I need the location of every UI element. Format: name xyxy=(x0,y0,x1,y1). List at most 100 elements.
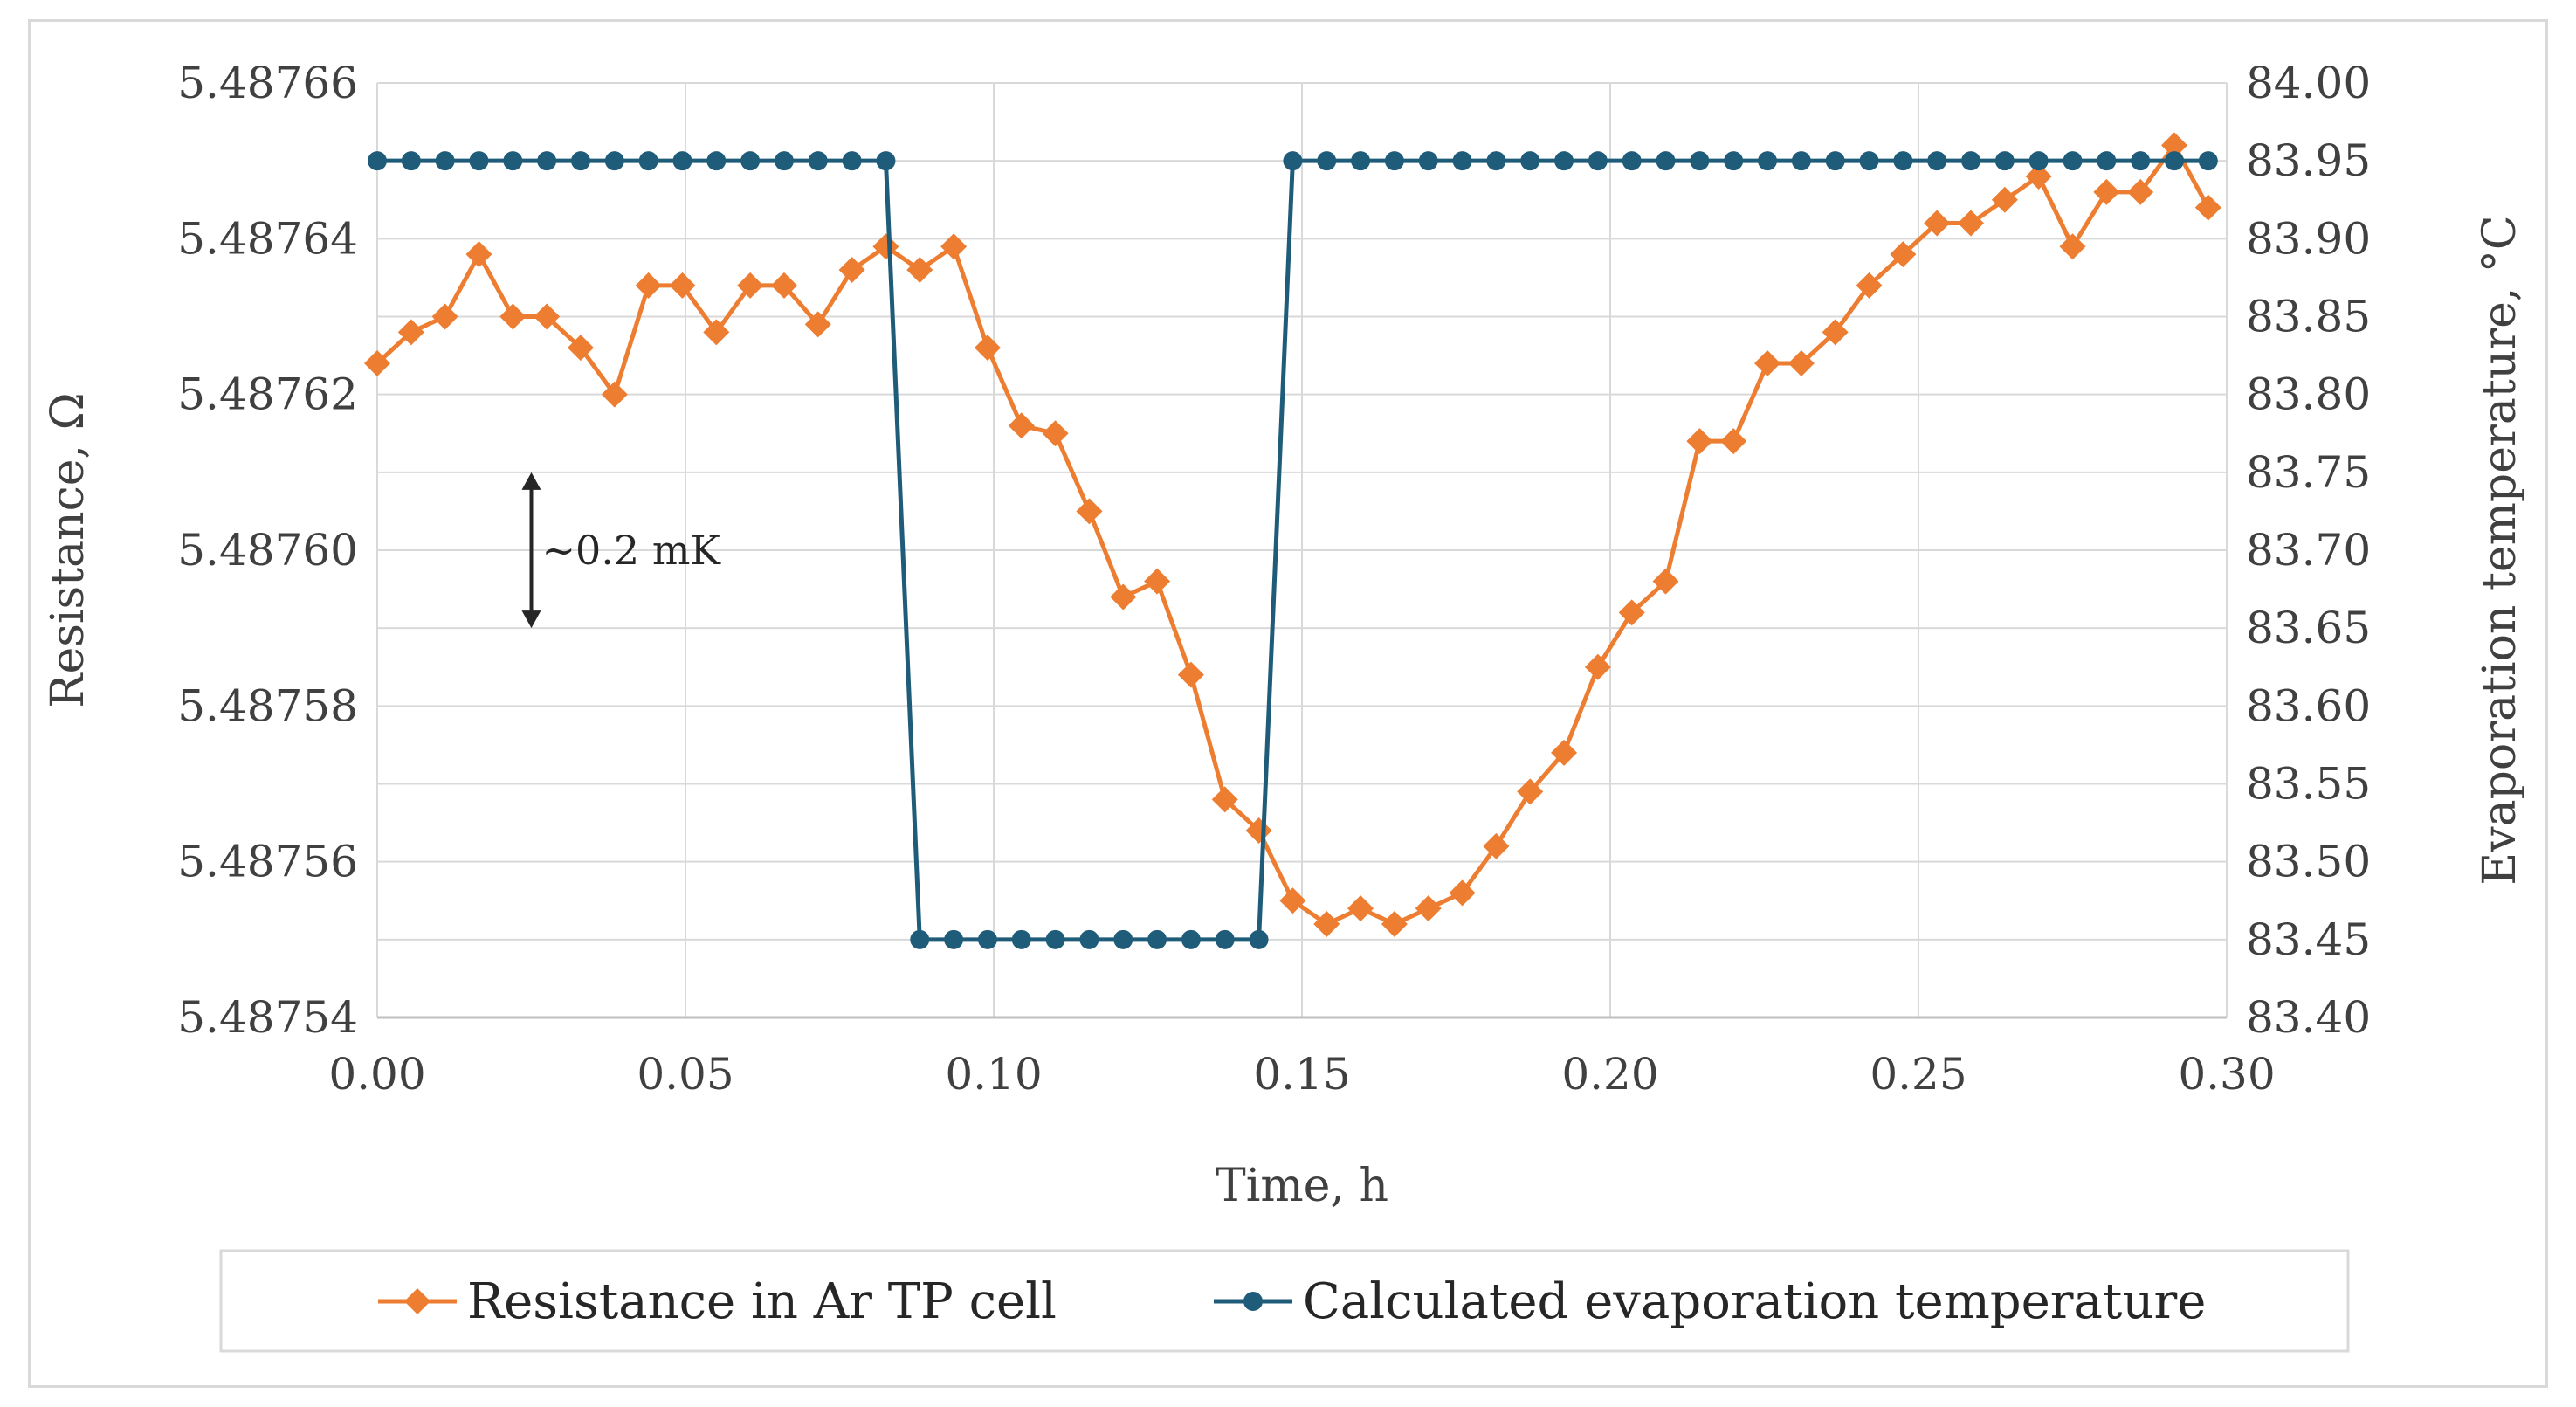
resistance-point xyxy=(1415,895,1442,922)
resistance-point xyxy=(2160,132,2187,159)
arrowhead-bottom xyxy=(521,610,541,629)
x-tick-label: 0.00 xyxy=(328,1049,425,1100)
right-y-tick-label: 83.70 xyxy=(2246,525,2371,576)
right-y-tick-label: 83.65 xyxy=(2246,603,2371,653)
series-layer xyxy=(364,132,2221,949)
temperature-point xyxy=(2131,151,2151,171)
annotation-label: ~0.2 mK xyxy=(542,527,722,574)
temperature-point xyxy=(1825,151,1845,171)
right-y-tick-label: 83.40 xyxy=(2246,992,2371,1043)
temperature-point xyxy=(740,151,761,171)
resistance-point xyxy=(1652,568,1679,595)
resistance-point xyxy=(2194,194,2221,221)
resistance-point xyxy=(499,303,527,330)
temperature-point xyxy=(977,929,997,949)
temperature-point xyxy=(774,151,794,171)
left-y-tick-label: 5.48766 xyxy=(177,58,358,108)
temperature-point xyxy=(1588,151,1608,171)
right-y-tick-label: 83.45 xyxy=(2246,914,2371,965)
temperature-point xyxy=(1486,151,1506,171)
temperature-point xyxy=(1317,151,1337,171)
right-y-tick-label: 83.95 xyxy=(2246,135,2371,186)
resistance-point xyxy=(1347,895,1374,922)
left-y-tick-label: 5.48754 xyxy=(177,992,358,1043)
resistance-point xyxy=(669,272,696,299)
right-y-tick-label: 83.80 xyxy=(2246,369,2371,420)
x-tick-label: 0.10 xyxy=(945,1049,1042,1100)
resistance-point xyxy=(838,257,865,283)
x-axis-ticks: 0.00 0.05 0.10 0.15 0.20 0.25 0.30 xyxy=(328,1049,2275,1100)
resistance-point xyxy=(635,272,662,299)
temperature-point xyxy=(2028,151,2049,171)
legend-box xyxy=(219,1249,2350,1353)
resistance-point xyxy=(906,257,933,283)
resistance-point xyxy=(465,241,492,268)
right-y-tick-label: 83.55 xyxy=(2246,759,2371,810)
legend-swatch-marker xyxy=(1243,1292,1263,1311)
resistance-point xyxy=(364,350,390,376)
x-axis-title: Time, h xyxy=(1216,1160,1388,1212)
temperature-point xyxy=(401,151,421,171)
right-y-tick-label: 84.00 xyxy=(2246,58,2371,108)
legend-label: Calculated evaporation temperature xyxy=(1303,1273,2206,1330)
resistance-point xyxy=(1381,911,1408,937)
resistance-point xyxy=(1720,428,1747,455)
resistance-point xyxy=(2059,233,2086,260)
resistance-point xyxy=(1551,739,1578,766)
left-y-tick-label: 5.48758 xyxy=(177,680,358,731)
temperature-point xyxy=(368,151,387,171)
resistance-point xyxy=(1991,186,2018,213)
temperature-point xyxy=(1520,151,1540,171)
temperature-point xyxy=(1011,929,1031,949)
temperature-point xyxy=(2097,151,2117,171)
resistance-point xyxy=(974,335,1001,362)
temperature-point xyxy=(570,151,590,171)
legend-item-resistance: Resistance in Ar TP cell xyxy=(378,1273,1057,1330)
resistance-point xyxy=(1924,210,1951,237)
temperature-point xyxy=(2063,151,2083,171)
right-y-tick-label: 83.75 xyxy=(2246,447,2371,498)
resistance-point xyxy=(567,335,594,362)
resistance-point xyxy=(1211,786,1238,813)
resistance-point xyxy=(1279,887,1306,914)
legend-label: Resistance in Ar TP cell xyxy=(467,1273,1057,1330)
resistance-point xyxy=(703,319,730,346)
resistance-point xyxy=(1856,272,1883,299)
resistance-point xyxy=(1042,420,1069,447)
temperature-point xyxy=(1758,151,1778,171)
temperature-point xyxy=(604,151,624,171)
temperature-point xyxy=(672,151,692,171)
temperature-point xyxy=(503,151,523,171)
temperature-point xyxy=(1961,151,1981,171)
resistance-point xyxy=(1008,412,1035,439)
temperature-point xyxy=(1690,151,1710,171)
temperature-point xyxy=(1656,151,1676,171)
temperature-point xyxy=(1791,151,1811,171)
resistance-point xyxy=(1517,778,1544,805)
resistance-point xyxy=(1787,350,1815,376)
x-tick-label: 0.15 xyxy=(1253,1049,1350,1100)
temperature-point xyxy=(1181,929,1201,949)
temperature-point xyxy=(876,151,896,171)
right-y-tick-label: 83.50 xyxy=(2246,837,2371,887)
right-y-tick-label: 83.60 xyxy=(2246,680,2371,731)
x-tick-label: 0.30 xyxy=(2178,1049,2275,1100)
resistance-point xyxy=(940,233,968,260)
temperature-point xyxy=(638,151,658,171)
temperature-point xyxy=(469,151,489,171)
legend: Resistance in Ar TP cell Calculated evapo… xyxy=(219,1249,2350,1353)
temperature-point xyxy=(435,151,455,171)
resistance-point xyxy=(1110,583,1137,610)
resistance-point xyxy=(1144,568,1171,595)
right-y-axis-ticks: 83.40 83.45 83.50 83.55 83.60 83.65 83.70 83.75… xyxy=(2246,58,2371,1043)
temperature-point xyxy=(537,151,557,171)
resistance-point xyxy=(2093,178,2120,205)
temperature-point xyxy=(1893,151,1913,171)
legend-item-evaporation-temperature: Calculated evaporation temperature xyxy=(1214,1273,2206,1330)
temperature-point xyxy=(1113,929,1133,949)
resistance-point xyxy=(1754,350,1781,376)
resistance-point xyxy=(2127,178,2154,205)
resistance-point xyxy=(1958,210,1985,237)
left-y-tick-label: 5.48760 xyxy=(177,525,358,576)
